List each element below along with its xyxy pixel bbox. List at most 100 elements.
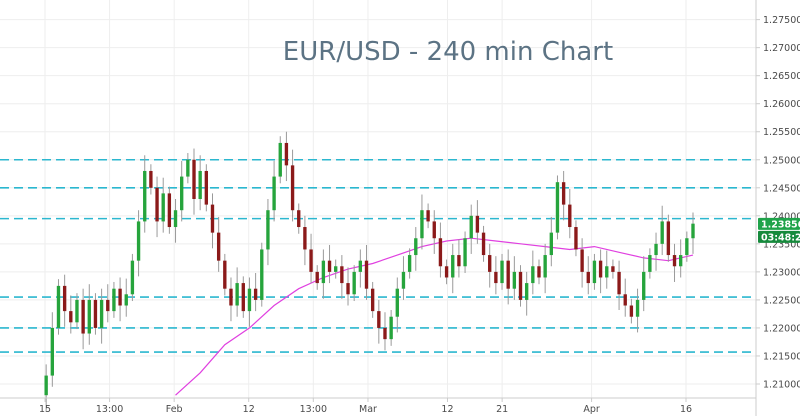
countdown-badge-background: [758, 230, 800, 243]
candle-up: [44, 375, 48, 396]
candle-down: [62, 285, 67, 312]
candle-up: [180, 176, 184, 211]
candle-up: [389, 316, 393, 340]
candle-down: [370, 288, 375, 312]
candle-down: [229, 288, 233, 306]
candle-down: [494, 271, 498, 284]
candle-up: [648, 255, 652, 272]
candle-up: [143, 170, 147, 222]
price-badge-background: [758, 217, 800, 230]
candle-up: [198, 170, 202, 199]
candle-down: [149, 170, 153, 188]
x-tick-label: 15: [39, 404, 51, 415]
candle-down: [574, 227, 578, 250]
candle-up: [642, 271, 646, 300]
countdown-badge-label: 03:48:21: [761, 232, 800, 243]
candle-down: [315, 271, 319, 284]
candle-up: [679, 255, 683, 267]
candle-up: [272, 176, 276, 211]
candle-up: [124, 294, 128, 306]
candle-down: [309, 249, 313, 272]
candle-down: [426, 210, 430, 222]
candle-up: [549, 232, 553, 256]
candlesticks: [44, 131, 695, 411]
candle-down: [118, 288, 122, 306]
candle-up: [407, 255, 412, 272]
y-tick-label: 1.22000: [763, 323, 800, 334]
candle-down: [327, 260, 332, 272]
candle-up: [75, 299, 79, 323]
candle-up: [87, 299, 91, 334]
candle-down: [241, 283, 245, 312]
candle-down: [598, 260, 603, 278]
candle-up: [247, 288, 252, 312]
candle-down: [488, 255, 492, 272]
candle-up: [635, 299, 640, 317]
x-tick-label: 12: [441, 404, 453, 415]
candle-up: [463, 238, 467, 267]
y-tick-label: 1.25500: [763, 127, 800, 138]
candle-up: [524, 283, 529, 300]
y-tick-label: 1.23000: [763, 267, 800, 278]
candle-down: [481, 232, 486, 256]
grid: [0, 0, 756, 398]
x-tick-label: Mar: [359, 404, 377, 415]
candle-down: [623, 294, 627, 306]
candle-down: [303, 227, 307, 250]
candle-down: [617, 271, 621, 295]
candle-up: [451, 255, 455, 278]
candle-down: [666, 221, 671, 256]
candle-down: [457, 255, 461, 267]
candle-up: [278, 142, 282, 177]
candle-down: [377, 311, 381, 328]
candle-down: [672, 255, 677, 267]
candle-down: [568, 204, 572, 228]
candle-up: [543, 255, 547, 278]
candle-down: [506, 260, 510, 289]
candle-down: [611, 266, 615, 272]
candle-down: [204, 170, 209, 205]
candle-down: [537, 266, 541, 278]
candle-down: [580, 249, 584, 272]
candle-up: [512, 271, 517, 289]
candle-up: [395, 288, 399, 317]
candle-down: [438, 238, 443, 267]
x-tick-label: Apr: [583, 404, 600, 415]
candle-up: [173, 210, 178, 228]
candle-up: [130, 260, 135, 295]
candle-up: [136, 221, 141, 261]
y-tick-label: 1.25000: [763, 155, 800, 166]
x-tick-label: 12: [243, 404, 255, 415]
candle-up: [660, 221, 664, 244]
price-badge: 1.23856: [758, 217, 800, 230]
candle-down: [346, 283, 350, 295]
candle-down: [340, 266, 344, 284]
x-tick-label: 16: [680, 404, 692, 415]
candle-up: [592, 260, 597, 284]
candle-down: [69, 311, 73, 323]
plot-background: [0, 0, 756, 398]
candle-down: [216, 232, 221, 261]
candle-down: [586, 271, 590, 284]
y-tick-label: 1.22500: [763, 295, 800, 306]
candle-down: [444, 266, 449, 278]
y-tick-label: 1.21000: [763, 379, 800, 390]
y-tick-label: 1.24000: [763, 211, 800, 222]
candle-down: [290, 165, 295, 211]
candle-up: [56, 285, 61, 328]
candle-down: [432, 221, 436, 239]
candle-down: [210, 204, 215, 233]
candle-up: [321, 260, 326, 284]
x-axis-ticks: 15 13:00 Feb 12 13:00 Mar 12 21 Apr 16: [39, 398, 692, 415]
y-tick-label: 1.24500: [763, 183, 800, 194]
candle-down: [253, 288, 258, 300]
y-tick-label: 1.21500: [763, 351, 800, 362]
candle-down: [81, 299, 85, 334]
y-tick-label: 1.26000: [763, 99, 800, 110]
x-tick-label: 13:00: [96, 404, 123, 415]
candle-up: [420, 210, 424, 239]
candle-down: [518, 271, 523, 300]
candle-up: [654, 243, 658, 256]
